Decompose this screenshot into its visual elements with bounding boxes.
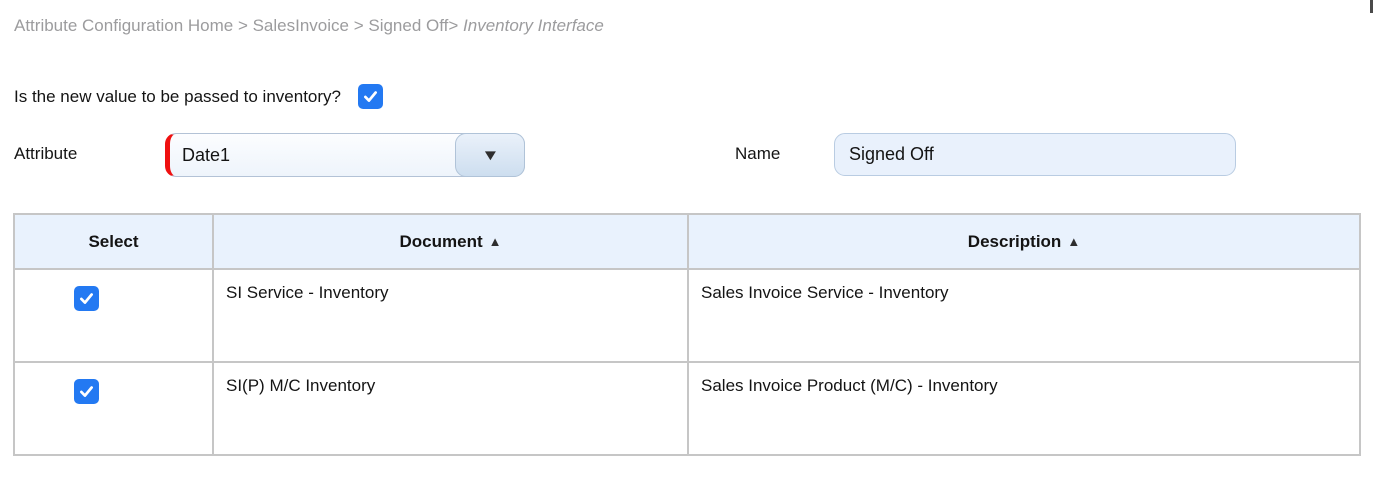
description-cell: Sales Invoice Service - Inventory [687, 268, 1361, 363]
attribute-dropdown-value: Date1 [182, 145, 231, 165]
row-select-checkbox[interactable] [74, 379, 99, 404]
column-header-description-label: Description [967, 231, 1062, 251]
table-header-row: Select Document ▲ Description ▲ [13, 213, 1361, 270]
screen-edge-artifact [1370, 0, 1373, 13]
attribute-field-label: Attribute [14, 144, 78, 163]
sort-ascending-icon: ▲ [488, 233, 502, 249]
column-header-select-label: Select [88, 231, 139, 251]
row-select-checkbox[interactable] [74, 286, 99, 311]
checkmark-icon [80, 293, 93, 304]
column-header-document-label: Document [399, 231, 483, 251]
document-cell: SI(P) M/C Inventory [212, 361, 689, 456]
breadcrumb: Attribute Configuration Home > SalesInvo… [14, 16, 604, 36]
description-value: Sales Invoice Service - Inventory [701, 283, 949, 302]
sort-ascending-icon: ▲ [1067, 233, 1081, 249]
checkmark-icon [363, 91, 377, 102]
name-field-label: Name [735, 144, 781, 163]
chevron-down-icon: ▼ [480, 146, 500, 164]
documents-table: Select Document ▲ Description ▲ [13, 213, 1361, 456]
breadcrumb-current-page: Inventory Interface [463, 16, 604, 35]
inventory-pass-checkbox[interactable] [357, 84, 383, 109]
column-header-document[interactable]: Document ▲ [212, 213, 689, 270]
description-value: Sales Invoice Product (M/C) - Inventory [701, 376, 998, 395]
document-value: SI(P) M/C Inventory [226, 376, 376, 395]
inventory-pass-question-label: Is the new value to be passed to invento… [14, 86, 341, 106]
checkmark-icon [80, 386, 93, 397]
breadcrumb-trail: Attribute Configuration Home > SalesInvo… [14, 16, 464, 35]
column-header-select[interactable]: Select [13, 213, 214, 270]
attribute-dropdown-button[interactable]: ▼ [455, 133, 525, 177]
attribute-dropdown[interactable]: Date1 ▼ [165, 133, 525, 177]
name-input[interactable] [834, 133, 1236, 176]
table-row: SI Service - Inventory Sales Invoice Ser… [13, 268, 1361, 363]
document-value: SI Service - Inventory [226, 283, 389, 302]
select-cell [13, 361, 214, 456]
inventory-pass-question-row: Is the new value to be passed to invento… [14, 84, 383, 109]
document-cell: SI Service - Inventory [212, 268, 689, 363]
description-cell: Sales Invoice Product (M/C) - Inventory [687, 361, 1361, 456]
table-row: SI(P) M/C Inventory Sales Invoice Produc… [13, 361, 1361, 456]
select-cell [13, 268, 214, 363]
column-header-description[interactable]: Description ▲ [687, 213, 1361, 270]
